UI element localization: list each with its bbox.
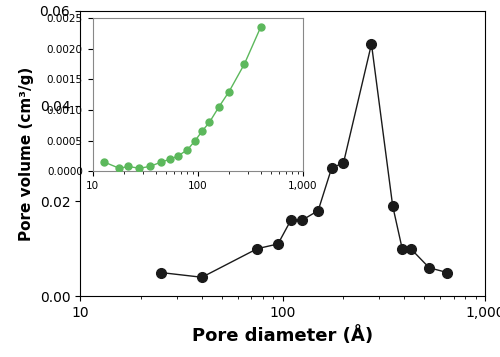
X-axis label: Pore diameter (Å): Pore diameter (Å) (192, 326, 373, 345)
Y-axis label: Pore volume (cm³/g): Pore volume (cm³/g) (19, 66, 34, 241)
